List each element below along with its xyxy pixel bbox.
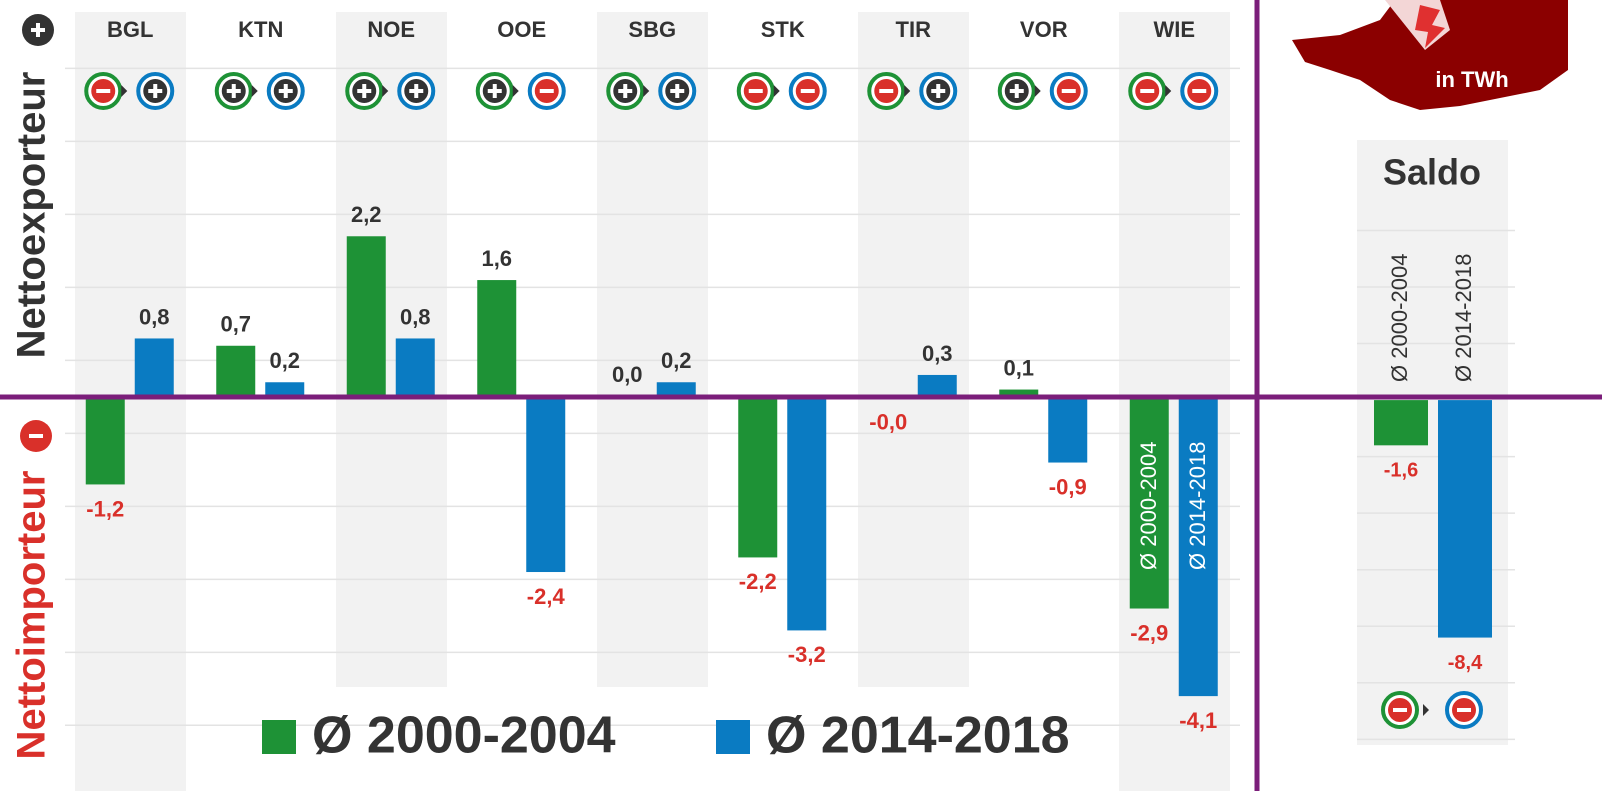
x-tick-label: NOE — [367, 17, 415, 42]
x-tick-label: SBG — [628, 17, 676, 42]
bar — [265, 382, 305, 397]
bar — [1129, 396, 1169, 609]
value-label: -1,6 — [1384, 460, 1418, 482]
value-label: 0,3 — [922, 341, 953, 366]
bar — [216, 345, 256, 397]
value-label: 0,8 — [139, 304, 170, 329]
map-icon: in TWh — [1292, 0, 1568, 110]
legend-label: Ø 2000-2004 — [312, 707, 616, 765]
x-tick-label: VOR — [1020, 17, 1068, 42]
x-tick-label: TIR — [896, 17, 932, 42]
value-label: -4,1 — [1179, 708, 1217, 733]
bar — [1178, 396, 1218, 697]
arrow — [382, 85, 389, 97]
bar — [787, 396, 827, 631]
bar — [917, 374, 957, 397]
arrow — [904, 85, 911, 97]
lightning — [1415, 5, 1445, 48]
sign — [931, 84, 946, 98]
legend-swatch — [716, 720, 750, 754]
column-shade — [858, 12, 969, 687]
sign — [618, 84, 633, 98]
bar-series-label: Ø 2014-2018 — [1185, 442, 1210, 570]
sign — [148, 84, 163, 98]
grid — [65, 67, 1515, 741]
value-label: -8,4 — [1448, 652, 1483, 674]
value-label: -1,2 — [86, 496, 124, 521]
x-tick-label: WIE — [1153, 17, 1195, 42]
arrow — [643, 85, 650, 97]
value-label: 0,2 — [269, 348, 300, 373]
sign — [409, 84, 424, 98]
unit-note: in TWh — [1435, 67, 1508, 92]
bar — [477, 280, 517, 397]
x-tick-label: BGL — [107, 17, 153, 42]
x-tick-label: STK — [761, 17, 805, 42]
value-label: -2,9 — [1130, 620, 1168, 645]
value-label: -2,2 — [739, 569, 777, 594]
bar — [656, 382, 696, 397]
x-tick-label: KTN — [238, 17, 283, 42]
x-tick-label: OOE — [497, 17, 546, 42]
bar — [1374, 400, 1428, 446]
x-tick-label: Ø 2000-2004 — [1387, 254, 1412, 382]
value-label: 0,0 — [612, 362, 643, 387]
value-label: 2,2 — [351, 202, 382, 227]
bar — [395, 338, 435, 397]
bar — [85, 396, 125, 485]
arrow — [773, 85, 780, 97]
arrow — [121, 85, 128, 97]
bar-series-label: Ø 2000-2004 — [1136, 442, 1161, 570]
value-label: -0,0 — [869, 409, 907, 434]
value-label: 0,1 — [1003, 355, 1034, 380]
bar — [738, 396, 778, 558]
bar — [999, 389, 1039, 397]
legend-label: Ø 2014-2018 — [766, 707, 1070, 765]
plus-sign — [31, 23, 45, 37]
sign — [278, 84, 293, 98]
value-label: -3,2 — [788, 642, 826, 667]
y-label-bottom: Nettoimporteur — [10, 471, 54, 760]
bar — [526, 396, 566, 573]
austria-shape — [1292, 0, 1568, 110]
arrow — [512, 85, 519, 97]
sign — [487, 84, 502, 98]
bar — [1438, 400, 1492, 638]
marks: BGL -1,2 0,8 KTN 0,7 0,2 NOE 2,2 0,8 OOE 1,6 -2,4 SB… — [84, 17, 1492, 765]
sign — [670, 84, 685, 98]
bar — [1048, 396, 1088, 463]
bar — [134, 338, 174, 397]
value-label: 0,2 — [661, 348, 692, 373]
arrow — [1034, 85, 1041, 97]
sign — [226, 84, 241, 98]
value-label: 0,8 — [400, 304, 431, 329]
arrow — [1165, 85, 1172, 97]
saldo-title: Saldo — [1383, 152, 1481, 193]
arrow — [251, 85, 258, 97]
bar — [346, 236, 386, 397]
sign — [1009, 84, 1024, 98]
legend-swatch — [262, 720, 296, 754]
arrow — [1423, 704, 1429, 716]
x-tick-label: Ø 2014-2018 — [1451, 254, 1476, 382]
value-label: 0,7 — [220, 312, 251, 337]
value-label: -2,4 — [527, 584, 566, 609]
sign — [357, 84, 372, 98]
y-label-top: Nettoexporteur — [10, 72, 54, 359]
column-shade — [597, 12, 708, 687]
value-label: 1,6 — [481, 246, 512, 271]
value-label: -0,9 — [1049, 474, 1087, 499]
